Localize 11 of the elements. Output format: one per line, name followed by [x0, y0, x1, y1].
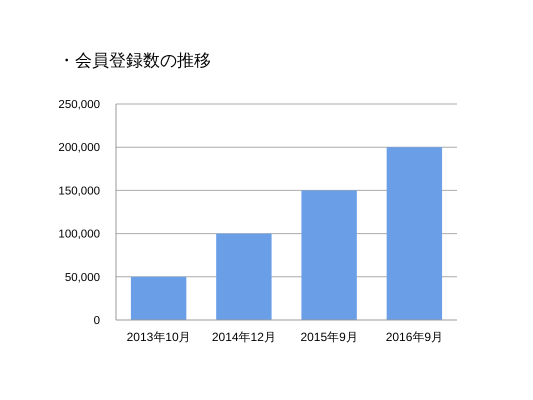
ytick: 100,000 [58, 228, 100, 241]
title: ・会員登録数の推移 [58, 51, 211, 70]
xtick: 2014年12月 [212, 330, 276, 344]
ytick: 150,000 [58, 185, 100, 198]
ytick: 200,000 [58, 142, 100, 154]
ytick: 0 [94, 315, 100, 327]
xtick: 2013年10月 [126, 330, 191, 344]
xtick: 2015年9月 [300, 330, 358, 344]
ytick: 50,000 [64, 272, 100, 284]
xtick: 2016年9月 [386, 330, 444, 344]
ytick: 250,000 [58, 99, 100, 111]
